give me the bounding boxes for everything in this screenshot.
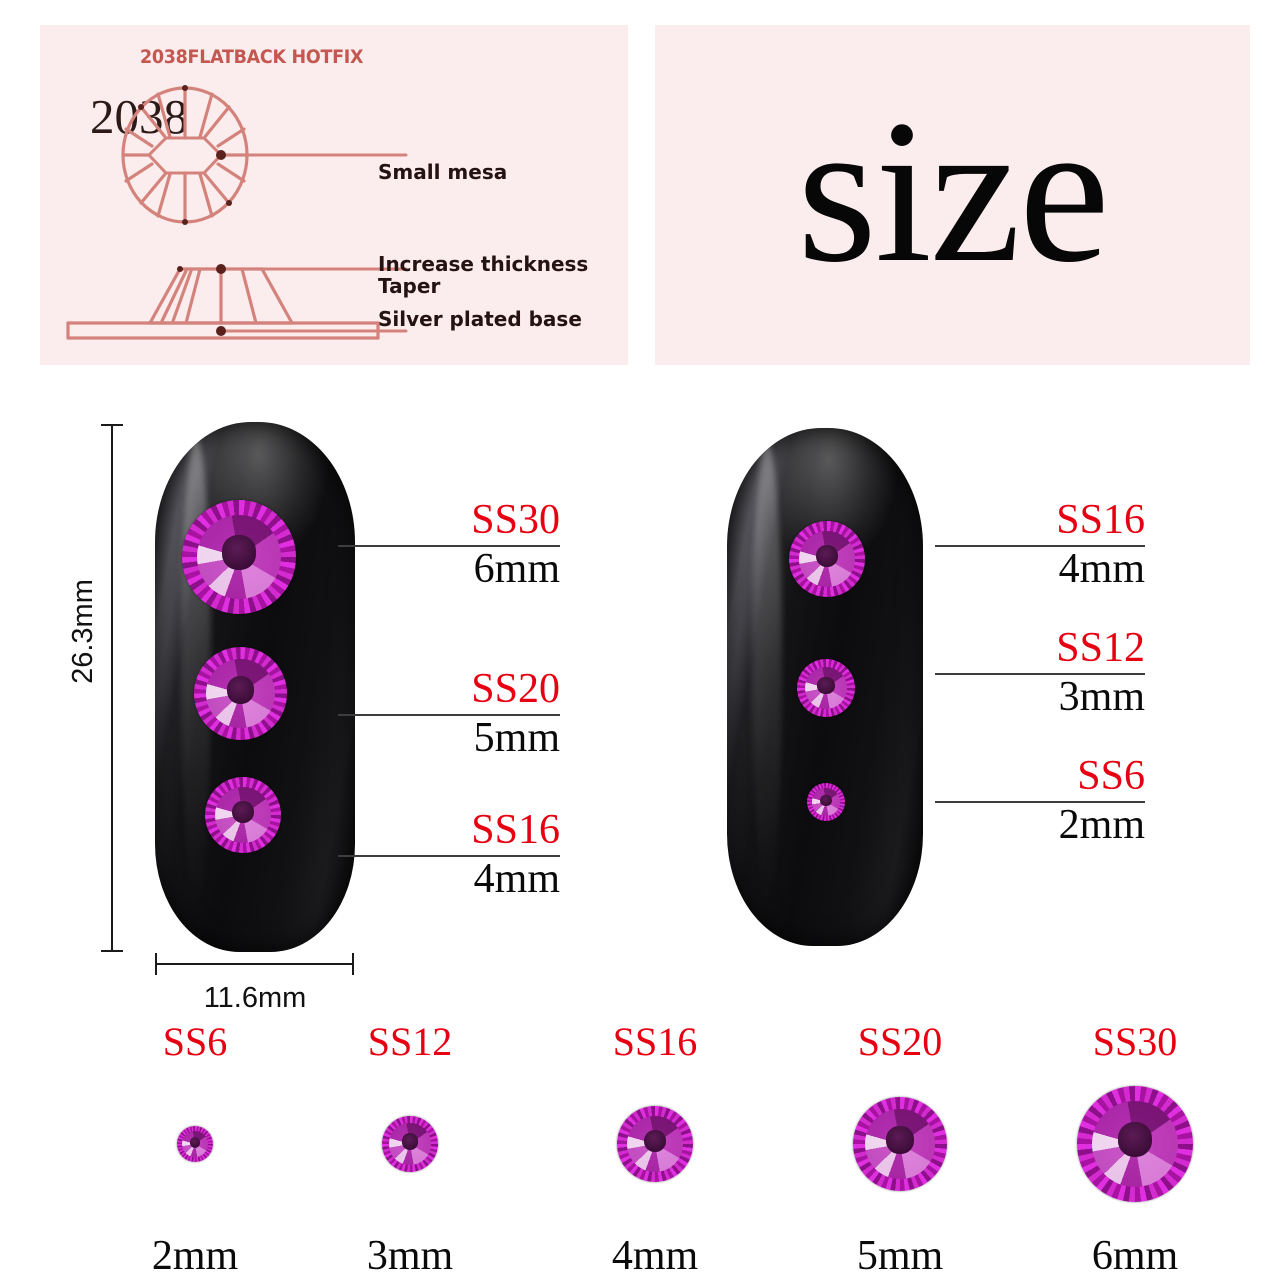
stone-core bbox=[1117, 1121, 1153, 1157]
diagram-anchor-dots bbox=[138, 85, 232, 336]
callout-mm-label: 3mm bbox=[1058, 674, 1145, 720]
stone-core bbox=[401, 1133, 419, 1151]
diagram-label-silver-plated-base: Silver plated base bbox=[378, 307, 582, 331]
swatch-ss-label: SS20 bbox=[857, 1019, 943, 1064]
diagram-label-increase-thickness: Increase thickness bbox=[378, 252, 589, 276]
width-dimension-text: 11.6mm bbox=[203, 982, 307, 1014]
swatch-mm-label: 5mm bbox=[856, 1233, 944, 1279]
stone-ss20-on-nail bbox=[194, 647, 287, 740]
nail-swatch-left bbox=[155, 422, 355, 952]
diagram-leader-lines bbox=[219, 153, 408, 333]
stone-core bbox=[817, 676, 835, 695]
swatch-ss16: SS16 4mm bbox=[545, 1019, 765, 1279]
height-dimension-cap-bottom bbox=[101, 950, 123, 952]
callout-leader-line bbox=[935, 545, 1145, 547]
stone-core bbox=[643, 1129, 667, 1153]
construction-diagram bbox=[66, 85, 408, 340]
stone-core bbox=[885, 1126, 915, 1155]
width-dimension-line bbox=[155, 963, 354, 965]
stone-ss16 bbox=[617, 1106, 693, 1182]
swatch-stone-wrap bbox=[85, 1084, 305, 1204]
callout-mm-label: 4mm bbox=[1058, 546, 1145, 592]
swatch-stone-wrap bbox=[300, 1084, 520, 1204]
callout-ss-label: SS30 bbox=[471, 497, 560, 543]
stone-core bbox=[189, 1137, 201, 1148]
swatch-ss6: SS6 2mm bbox=[85, 1019, 305, 1279]
swatch-ss-label: SS12 bbox=[367, 1019, 453, 1064]
swatch-mm-label: 2mm bbox=[151, 1233, 239, 1279]
diagram-label-taper: Taper bbox=[378, 274, 441, 298]
width-dimension-cap-right bbox=[352, 953, 354, 975]
height-dimension-text: 26.3mm bbox=[66, 579, 99, 684]
stone-ss12 bbox=[382, 1116, 438, 1172]
callout-ss-label: SS12 bbox=[1056, 625, 1145, 671]
product-code-label: 2038 bbox=[90, 89, 188, 144]
size-heading-text: size bbox=[797, 78, 1110, 305]
stone-ss30 bbox=[1077, 1086, 1193, 1202]
callout-ss-label: SS20 bbox=[471, 666, 560, 712]
callout-mm-label: 5mm bbox=[473, 715, 560, 761]
swatch-ss20: SS20 5mm bbox=[790, 1022, 1010, 1277]
height-dimension-line bbox=[111, 424, 113, 952]
callout-ss-label: SS16 bbox=[1056, 497, 1145, 543]
callout-ss-label: SS6 bbox=[1077, 753, 1145, 799]
nail-gloss-highlight bbox=[752, 443, 782, 921]
swatch-ss12: SS12 3mm bbox=[300, 1019, 520, 1279]
stone-core bbox=[221, 535, 257, 570]
nail-swatch-right bbox=[727, 428, 923, 946]
swatch-mm-label: 3mm bbox=[366, 1233, 454, 1279]
size-heading-wrap: size bbox=[655, 25, 1250, 365]
swatch-mm-label: 6mm bbox=[1091, 1233, 1179, 1279]
swatch-ss-label: SS6 bbox=[162, 1019, 228, 1064]
swatch-stone-wrap bbox=[545, 1084, 765, 1204]
size-comparison-row: SS6 2mm SS12 3mm SS16 bbox=[40, 1022, 1250, 1277]
callout-leader-line bbox=[338, 545, 560, 547]
size-heading-panel bbox=[655, 25, 1250, 365]
stone-ss20 bbox=[853, 1097, 947, 1191]
callout-mm-label: 2mm bbox=[1058, 802, 1145, 848]
stone-ss6 bbox=[177, 1126, 213, 1162]
callout-leader-line bbox=[935, 673, 1145, 675]
stone-core bbox=[231, 800, 255, 824]
callout-leader-line bbox=[338, 855, 560, 857]
swatch-ss30: SS30 6mm bbox=[1025, 1022, 1245, 1277]
swatch-ss-label: SS16 bbox=[612, 1019, 698, 1064]
stone-ss16-on-nail bbox=[205, 777, 281, 853]
callout-mm-label: 4mm bbox=[473, 856, 560, 902]
stone-core bbox=[815, 544, 839, 568]
stone-ss6-on-nail bbox=[807, 783, 845, 821]
height-dimension-cap-top bbox=[101, 424, 123, 426]
swatch-ss-label: SS30 bbox=[1092, 1019, 1178, 1064]
product-diagram-panel bbox=[40, 25, 628, 365]
swatch-stone-wrap bbox=[1025, 1084, 1245, 1204]
stone-ss12-on-nail bbox=[797, 659, 855, 717]
callout-leader-line bbox=[935, 801, 1145, 803]
stone-ss16-on-nail bbox=[789, 521, 865, 597]
callout-mm-label: 6mm bbox=[473, 546, 560, 592]
panel-title: 2038FLATBACK HOTFIX bbox=[140, 46, 364, 68]
callout-ss-label: SS16 bbox=[471, 807, 560, 853]
swatch-stone-wrap bbox=[790, 1084, 1010, 1204]
callout-leader-line bbox=[338, 714, 560, 716]
swatch-mm-label: 4mm bbox=[611, 1233, 699, 1279]
width-dimension-cap-left bbox=[155, 953, 157, 975]
stone-ss30-on-nail bbox=[182, 500, 296, 614]
diagram-label-small-mesa: Small mesa bbox=[378, 160, 508, 184]
stone-core bbox=[226, 675, 255, 704]
stone-core bbox=[820, 794, 832, 807]
